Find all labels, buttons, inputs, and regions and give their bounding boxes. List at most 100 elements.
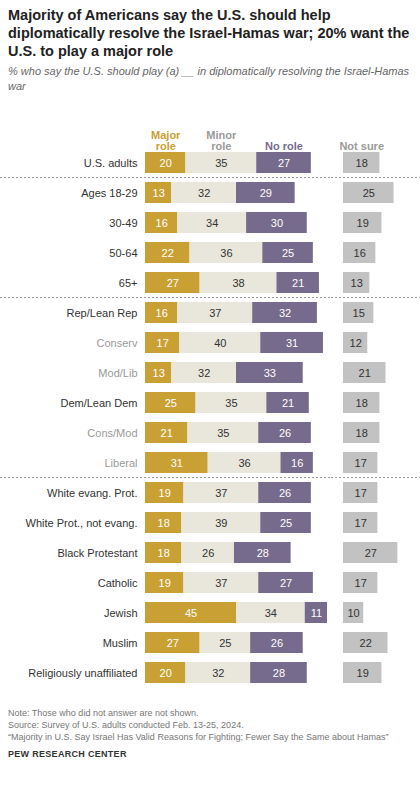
svg-text:Dem/Lean Dem: Dem/Lean Dem [60, 396, 137, 408]
svg-text:19: 19 [357, 216, 369, 228]
svg-text:Catholic: Catholic [98, 576, 138, 588]
svg-text:21: 21 [292, 276, 304, 288]
html-text:“Majority in U.S. Say Israel H: “Majority in U.S. Say Israel Has Valid R… [8, 732, 389, 743]
svg-text:27: 27 [280, 576, 292, 588]
svg-text:Religiously unaffiliated: Religiously unaffiliated [28, 666, 137, 678]
svg-text:28: 28 [257, 546, 269, 558]
html-text:Majority of Americans say the: Majority of Americans say the U.S. shoul… [8, 7, 410, 60]
svg-text:Minorrole: Minorrole [206, 129, 237, 152]
svg-text:31: 31 [171, 456, 183, 468]
svg-text:White evang. Prot.: White evang. Prot. [47, 486, 138, 498]
svg-text:18: 18 [356, 156, 368, 168]
svg-text:35: 35 [225, 396, 237, 408]
svg-text:33: 33 [264, 366, 276, 378]
svg-text:32: 32 [198, 366, 210, 378]
html-text:% who say the U.S. should play: % who say the U.S. should play (a) __ in… [8, 65, 410, 92]
svg-text:Rep/Lean Rep: Rep/Lean Rep [67, 306, 138, 318]
html-text:Source: Survey of U.S. adults: Source: Survey of U.S. adults conducted … [8, 720, 244, 731]
svg-text:35: 35 [215, 156, 227, 168]
svg-text:19: 19 [159, 486, 171, 498]
svg-text:34: 34 [265, 606, 277, 618]
svg-text:31: 31 [286, 336, 298, 348]
svg-text:18: 18 [356, 396, 368, 408]
svg-text:39: 39 [215, 516, 227, 528]
svg-text:27: 27 [365, 546, 377, 558]
svg-text:16: 16 [156, 216, 168, 228]
svg-text:17: 17 [355, 576, 367, 588]
svg-text:17: 17 [355, 456, 367, 468]
svg-text:21: 21 [359, 366, 371, 378]
svg-text:32: 32 [212, 666, 224, 678]
svg-text:22: 22 [360, 636, 372, 648]
svg-text:Liberal: Liberal [104, 456, 137, 468]
svg-text:15: 15 [353, 306, 365, 318]
svg-text:18: 18 [158, 546, 170, 558]
svg-text:17: 17 [355, 516, 367, 528]
svg-text:25: 25 [282, 246, 294, 258]
svg-text:37: 37 [215, 576, 227, 588]
svg-text:17: 17 [355, 486, 367, 498]
html-text:PEW RESEARCH CENTER: PEW RESEARCH CENTER [8, 749, 127, 760]
svg-text:11: 11 [311, 606, 322, 618]
svg-text:25: 25 [280, 516, 292, 528]
svg-text:13: 13 [153, 186, 165, 198]
svg-text:19: 19 [357, 666, 369, 678]
svg-text:38: 38 [232, 276, 244, 288]
svg-text:Ages 18-29: Ages 18-29 [81, 186, 137, 198]
svg-text:16: 16 [156, 306, 168, 318]
svg-text:37: 37 [209, 306, 221, 318]
svg-text:25: 25 [363, 186, 375, 198]
svg-text:22: 22 [162, 246, 174, 258]
svg-text:28: 28 [273, 666, 285, 678]
svg-text:18: 18 [158, 516, 170, 528]
svg-text:27: 27 [167, 636, 179, 648]
svg-text:45: 45 [185, 606, 197, 618]
svg-text:18: 18 [356, 426, 368, 438]
svg-text:30-49: 30-49 [109, 216, 137, 228]
svg-text:36: 36 [238, 456, 250, 468]
svg-text:10: 10 [347, 606, 359, 618]
svg-text:20: 20 [160, 156, 172, 168]
svg-text:16: 16 [291, 456, 303, 468]
svg-text:Jewish: Jewish [104, 606, 138, 618]
svg-text:34: 34 [206, 216, 218, 228]
svg-text:Not sure: Not sure [339, 140, 384, 152]
svg-text:29: 29 [260, 186, 272, 198]
svg-text:Conserv: Conserv [97, 336, 138, 348]
svg-text:25: 25 [219, 636, 231, 648]
svg-text:26: 26 [271, 636, 283, 648]
svg-text:25: 25 [165, 396, 177, 408]
svg-text:Cons/Mod: Cons/Mod [87, 426, 137, 438]
svg-text:19: 19 [159, 576, 171, 588]
svg-text:U.S. adults: U.S. adults [84, 156, 138, 168]
svg-text:White Prot., not evang.: White Prot., not evang. [26, 516, 138, 528]
svg-text:No role: No role [265, 140, 303, 152]
svg-text:26: 26 [279, 426, 291, 438]
svg-text:20: 20 [160, 666, 172, 678]
svg-text:30: 30 [271, 216, 283, 228]
svg-text:27: 27 [167, 276, 179, 288]
svg-text:32: 32 [198, 186, 210, 198]
svg-text:16: 16 [354, 246, 366, 258]
svg-text:26: 26 [202, 546, 214, 558]
svg-text:17: 17 [157, 336, 169, 348]
svg-text:65+: 65+ [119, 276, 138, 288]
svg-text:Muslim: Muslim [103, 636, 138, 648]
svg-text:13: 13 [153, 366, 165, 378]
svg-text:27: 27 [278, 156, 290, 168]
svg-text:35: 35 [217, 426, 229, 438]
svg-text:26: 26 [279, 486, 291, 498]
svg-text:Mod/Lib: Mod/Lib [98, 366, 137, 378]
svg-text:40: 40 [214, 336, 226, 348]
svg-text:21: 21 [161, 426, 173, 438]
svg-text:37: 37 [215, 486, 227, 498]
svg-text:12: 12 [350, 336, 362, 348]
svg-text:21: 21 [282, 396, 294, 408]
html-text:Note: Those who did not answer: Note: Those who did not answer are not s… [8, 708, 199, 718]
svg-text:32: 32 [279, 306, 291, 318]
svg-text:36: 36 [220, 246, 232, 258]
svg-text:Black Protestant: Black Protestant [57, 546, 137, 558]
svg-text:13: 13 [351, 276, 363, 288]
svg-text:Majorrole: Majorrole [151, 129, 181, 152]
svg-text:50-64: 50-64 [109, 246, 137, 258]
